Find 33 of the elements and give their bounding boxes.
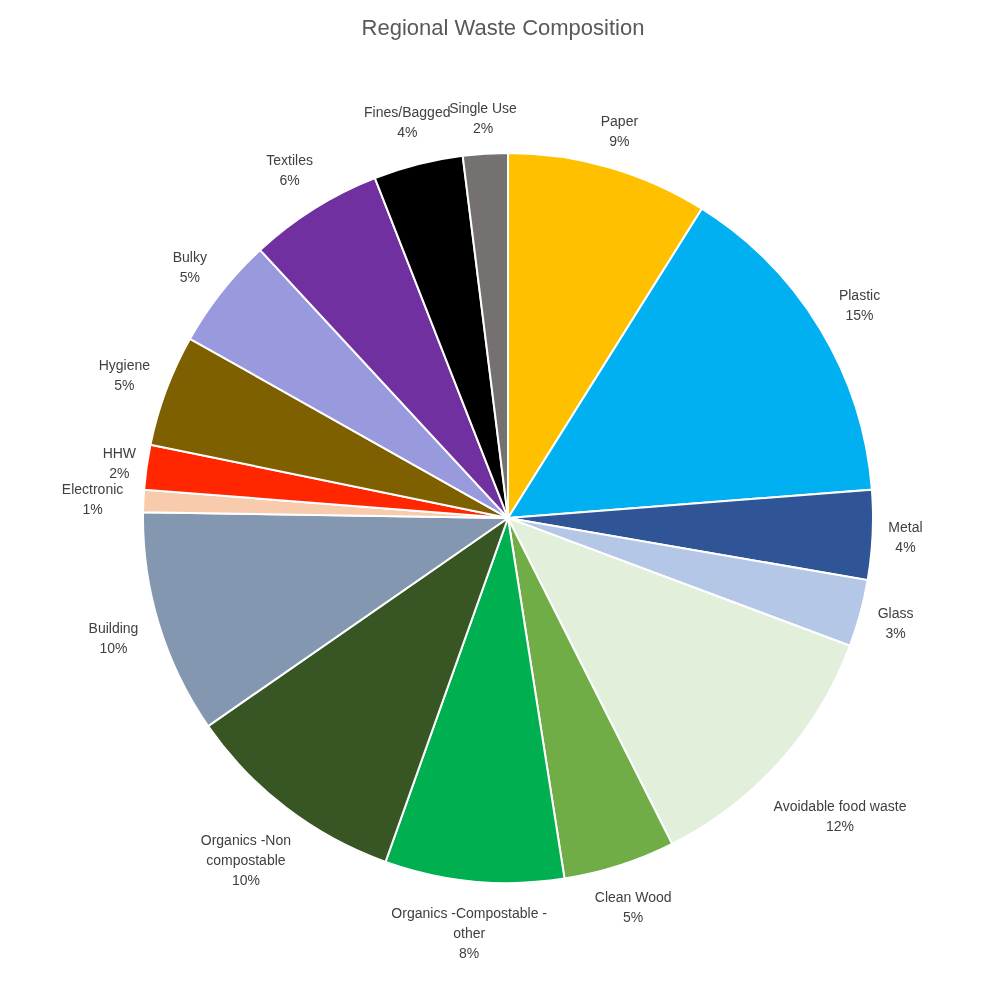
slice-label: Electronic bbox=[61, 480, 124, 497]
data-label: 12% bbox=[826, 817, 855, 834]
slice-label: Hygiene bbox=[98, 356, 151, 373]
slice-label: Paper bbox=[600, 112, 639, 129]
slice-label: Glass bbox=[877, 604, 914, 621]
data-label: 8% bbox=[459, 944, 480, 961]
data-label: 3% bbox=[885, 624, 906, 641]
slice-label: Single Use bbox=[449, 99, 518, 116]
data-label: 2% bbox=[472, 119, 494, 136]
slice-label: Organics -Compostable - other bbox=[391, 904, 548, 941]
slice-label: Plastic bbox=[838, 287, 881, 304]
data-label: 10% bbox=[231, 872, 260, 889]
slice-label: Textiles bbox=[266, 151, 313, 168]
data-label: 15% bbox=[845, 307, 874, 324]
data-label: 10% bbox=[99, 640, 128, 657]
data-label: 5% bbox=[623, 909, 644, 926]
slice-label: Metal bbox=[888, 518, 923, 535]
slice-label: Fines/Bagged bbox=[364, 103, 451, 120]
slice-label: Bulky bbox=[172, 248, 207, 265]
data-label: 5% bbox=[179, 268, 200, 285]
data-label: 6% bbox=[279, 171, 300, 188]
slice-label: Avoidable food waste bbox=[773, 797, 907, 814]
data-label: 9% bbox=[609, 132, 630, 149]
data-label: 4% bbox=[895, 538, 916, 555]
data-label: 2% bbox=[109, 465, 130, 482]
data-label: 5% bbox=[114, 376, 135, 393]
slice-label: Building bbox=[88, 620, 139, 637]
data-label: 1% bbox=[82, 500, 103, 517]
data-label: 4% bbox=[397, 123, 418, 140]
slice-label: Organics -Non compostable bbox=[200, 832, 292, 869]
slice-label: HHW bbox=[102, 445, 137, 462]
slice-label: Clean Wood bbox=[594, 889, 672, 906]
chart-title: Regional Waste Composition bbox=[360, 14, 646, 42]
